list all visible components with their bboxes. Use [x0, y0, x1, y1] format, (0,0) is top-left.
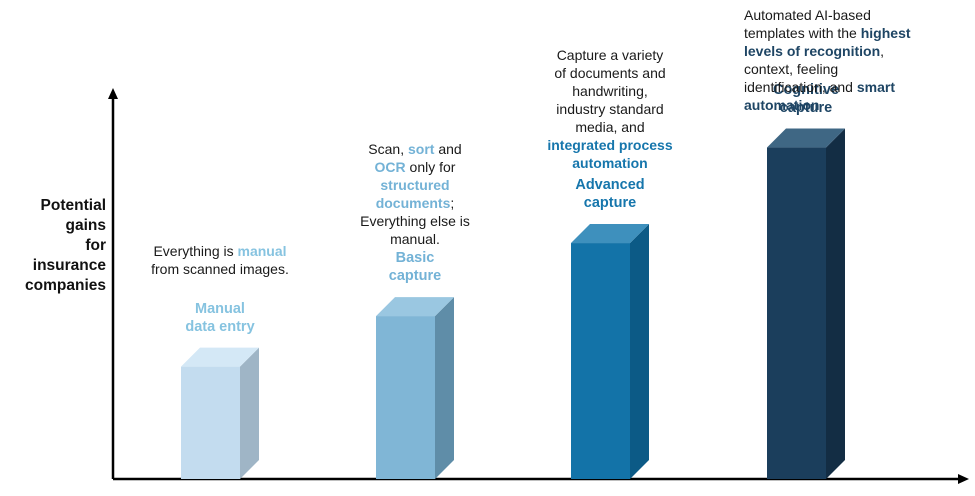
stage-description: Scan, sort and OCR only for structured docu… [345, 140, 485, 248]
highlight-text: OCR [374, 159, 406, 175]
stage-description-line: Capture a variety [530, 46, 690, 64]
description-text: only for [405, 159, 456, 175]
bar-side-face [826, 128, 845, 479]
y-axis-label-line: insurance [32, 257, 106, 274]
stage-title-line: Basic [395, 250, 435, 267]
description-text: Scan, [368, 141, 408, 157]
stage-description-line: of documents and [530, 64, 690, 82]
y-axis-label-line: Potential [40, 197, 106, 214]
stage-description-line: templates with the highest [744, 24, 944, 42]
bar-side-face [630, 224, 649, 479]
highlight-text: manual [237, 243, 287, 259]
highlight-text: highest [860, 25, 911, 41]
description-text: industry standard [556, 101, 664, 117]
stage-title-line: Cognitive [772, 81, 840, 98]
stage-title-line: Manual [195, 300, 245, 317]
bar-3 [571, 243, 630, 479]
stage-description-line: documents; [345, 194, 485, 212]
stage-description-line: handwriting, [530, 82, 690, 100]
stage-description-line: manual. [345, 230, 485, 248]
stage-title-line: Advanced [575, 177, 645, 194]
description-text: and [434, 141, 462, 157]
description-text: templates with the [744, 25, 861, 41]
bar-top-face [181, 347, 259, 367]
stage-title: Cognitive capture [736, 81, 876, 117]
stage-title-line: capture [779, 99, 833, 116]
stage-title-line: data entry [185, 318, 255, 335]
stage-description: Automated AI-based templates with the hig… [744, 6, 944, 114]
stage-description-line: Automated AI-based [744, 6, 944, 24]
stage-title: Manual data entry [150, 300, 290, 336]
stage-title-line: capture [583, 195, 637, 212]
description-text: ; [450, 195, 455, 211]
bar-4 [767, 147, 826, 479]
description-text: Everything is [153, 243, 238, 259]
y-axis-arrowhead [108, 88, 118, 99]
highlight-text: levels of recognition [744, 43, 881, 59]
description-text: Automated AI-based [744, 7, 871, 23]
description-text: identification, and [744, 79, 857, 95]
stage-description-line: context, feeling [744, 60, 944, 78]
description-text: context, feeling [744, 61, 839, 77]
stage-description-line: integrated process [530, 136, 690, 154]
stage-description: Capture a variety of documents and handwri… [530, 46, 690, 172]
stage-description-line: Everything is manual [120, 242, 320, 260]
description-text: of documents and [554, 65, 666, 81]
y-axis-label: Potential gains for insurance companies [14, 196, 106, 296]
highlight-text: sort [408, 141, 435, 157]
stage-description-line: automation [530, 154, 690, 172]
stage-description-line: structured [345, 176, 485, 194]
stage-description-line: OCR only for [345, 158, 485, 176]
bar-top-face [376, 297, 454, 317]
stage-description-line: Everything else is [345, 212, 485, 230]
bar-side-face [240, 347, 259, 479]
stage-title: Advanced capture [540, 176, 680, 212]
stage-description-line: identification, and smart [744, 78, 944, 96]
highlight-text: smart [856, 79, 895, 95]
stage-title: Basic capture [345, 249, 485, 285]
highlight-text: automation [572, 155, 648, 171]
stage-description-line: levels of recognition, [744, 42, 944, 60]
highlight-text: documents [375, 195, 451, 211]
y-axis-label-line: companies [25, 277, 106, 294]
bar-side-face [435, 297, 454, 479]
highlight-text: integrated process [547, 137, 673, 153]
description-text: manual. [390, 231, 440, 247]
description-text: from scanned images. [151, 261, 289, 277]
description-text: Capture a variety [556, 47, 664, 63]
bar-top-face [571, 224, 649, 244]
description-text: handwriting, [572, 83, 648, 99]
stage-title-line: capture [388, 268, 442, 285]
y-axis-label-line: for [85, 237, 106, 254]
stage-description-line: media, and [530, 118, 690, 136]
stage-description-line: Scan, sort and [345, 140, 485, 158]
stage-description: Everything is manual from scanned images. [120, 242, 320, 278]
bar-top-face [767, 128, 845, 148]
highlight-text: structured [380, 177, 450, 193]
x-axis-arrowhead [958, 474, 969, 484]
description-text: , [880, 43, 885, 59]
description-text: Everything else is [360, 213, 470, 229]
bar-2 [376, 316, 435, 479]
y-axis-label-line: gains [65, 217, 106, 234]
description-text: media, and [575, 119, 645, 135]
highlight-text: automation [744, 97, 820, 113]
stage-description-line: automation [744, 96, 944, 114]
stage-description-line: industry standard [530, 100, 690, 118]
stage-description-line: from scanned images. [120, 260, 320, 278]
bar-1 [181, 366, 240, 479]
